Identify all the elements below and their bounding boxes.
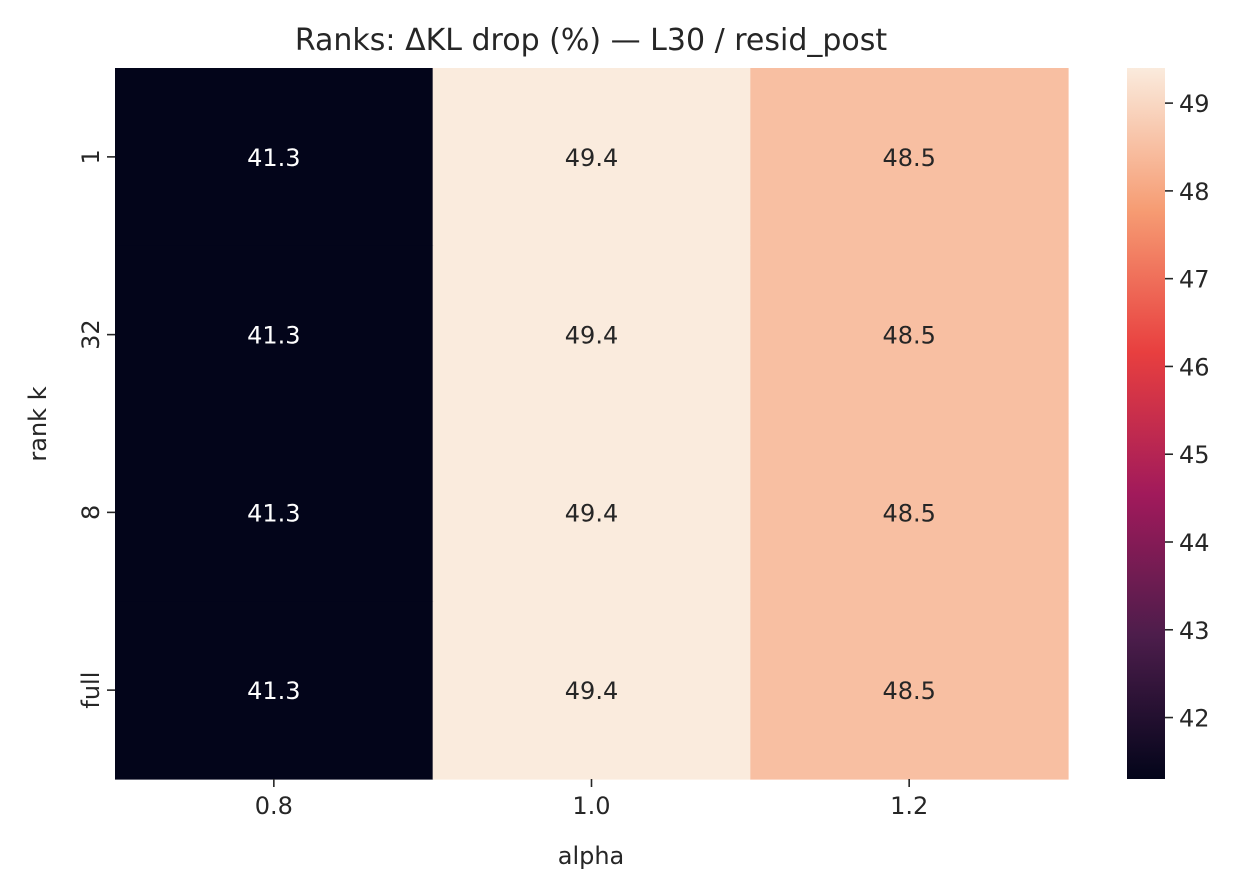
colorbar-tick-label: 49	[1179, 90, 1210, 118]
colorbar-ticks: 42 43 44 45 46 47 48 49	[1165, 90, 1210, 733]
colorbar-tick-label: 44	[1179, 529, 1210, 557]
heatmap-cell	[750, 423, 1069, 602]
y-tick-label: full	[77, 672, 105, 709]
cell-value-label: 49.4	[565, 499, 618, 527]
y-axis-label: rank k	[24, 386, 52, 461]
cell-value-label: 48.5	[882, 677, 935, 705]
colorbar-tick-label: 48	[1179, 178, 1210, 206]
colorbar-tick-label: 45	[1179, 441, 1210, 469]
x-axis-ticks: 0.8 1.0 1.2	[255, 779, 928, 820]
heatmap-cell	[750, 68, 1069, 247]
cell-value-label: 48.5	[882, 322, 935, 350]
y-tick-label: 32	[77, 319, 105, 350]
colorbar-tick-label: 47	[1179, 266, 1210, 294]
cell-value-label: 49.4	[565, 322, 618, 350]
y-axis-ticks: 1 32 8 full	[77, 149, 115, 709]
cell-value-label: 49.4	[565, 677, 618, 705]
heatmap-cell	[115, 601, 434, 780]
heatmap-cell	[750, 245, 1069, 425]
x-axis-label: alpha	[558, 842, 625, 870]
cell-value-label: 48.5	[882, 144, 935, 172]
cell-value-label: 49.4	[565, 144, 618, 172]
y-tick-label: 8	[77, 505, 105, 520]
cell-labels: 41.3 49.4 48.5 41.3 49.4 48.5 41.3 49.4 48.5 41.3…	[247, 144, 936, 705]
cell-value-label: 48.5	[882, 499, 935, 527]
colorbar-tick-label: 43	[1179, 617, 1210, 645]
colorbar-tick-label: 46	[1179, 353, 1210, 381]
cell-value-label: 41.3	[247, 499, 300, 527]
cell-value-label: 41.3	[247, 322, 300, 350]
cell-value-label: 41.3	[247, 144, 300, 172]
colorbar	[1127, 68, 1165, 779]
cell-value-label: 41.3	[247, 677, 300, 705]
heatmap-cell	[750, 601, 1069, 780]
heatmap-cell	[115, 68, 434, 247]
heatmap-cell	[432, 68, 751, 247]
heatmap-cell	[115, 245, 434, 425]
heatmap-cell	[432, 245, 751, 425]
x-tick-label: 1.0	[572, 792, 610, 820]
heatmap-cells	[115, 68, 1069, 780]
x-tick-label: 1.2	[890, 792, 928, 820]
x-tick-label: 0.8	[255, 792, 293, 820]
heatmap-cell	[432, 423, 751, 602]
chart-title: Ranks: ΔKL drop (%) — L30 / resid_post	[295, 23, 888, 58]
heatmap-cell	[115, 423, 434, 602]
heatmap-cell	[432, 601, 751, 780]
colorbar-tick-label: 42	[1179, 705, 1210, 733]
y-tick-label: 1	[77, 149, 105, 164]
